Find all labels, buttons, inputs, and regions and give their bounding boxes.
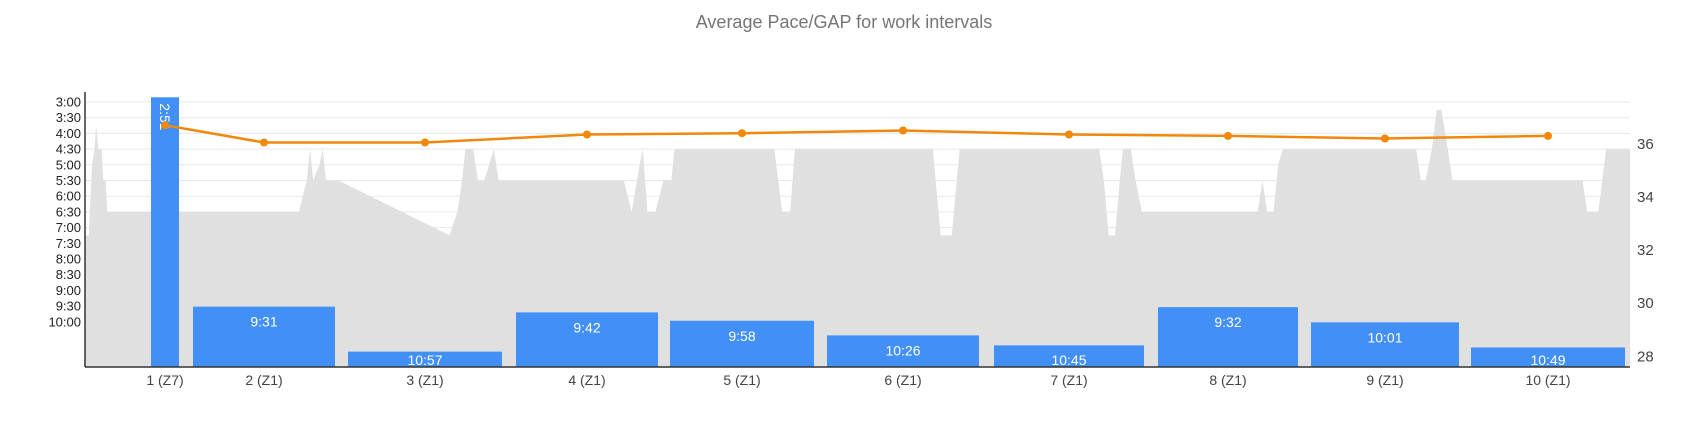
pace-bar: [348, 351, 502, 367]
pace-bar-label: 10:57: [407, 352, 442, 368]
y-right-tick-label: 30: [1637, 295, 1654, 312]
x-tick-label: 2 (Z1): [245, 372, 282, 388]
y-left-tick-label: 9:30: [56, 299, 81, 314]
x-tick-label: 4 (Z1): [568, 372, 605, 388]
x-tick-label: 10 (Z1): [1525, 372, 1570, 388]
y-left-tick-label: 4:30: [56, 142, 81, 157]
y-left-tick-label: 10:00: [48, 314, 81, 329]
y-left-tick-label: 9:00: [56, 283, 81, 298]
pace-bar-label: 10:26: [885, 342, 920, 358]
gap-point: [260, 138, 268, 147]
x-axis-ticks: 1 (Z7) 2 (Z1) 3 (Z1) 4 (Z1) 5 (Z1) 6 (Z1) 7 (Z…: [146, 372, 1570, 388]
gap-point: [583, 130, 591, 139]
pace-bar: [1471, 347, 1625, 367]
x-tick-label: 5 (Z1): [723, 372, 760, 388]
pace-bar-label: 9:31: [250, 314, 277, 330]
x-tick-label: 6 (Z1): [884, 372, 921, 388]
gap-point: [1224, 131, 1232, 140]
gap-point: [1065, 130, 1073, 139]
y-left-tick-label: 5:30: [56, 173, 81, 188]
pace-bar: [1158, 307, 1298, 367]
pace-bar: [193, 306, 335, 367]
y-left-tick-label: 6:00: [56, 189, 81, 204]
pace-bar-label: 10:49: [1530, 352, 1565, 368]
pace-bar-label: 9:42: [573, 319, 600, 335]
pace-bar: [1311, 322, 1459, 367]
y-left-tick-label: 7:00: [56, 220, 81, 235]
y-left-tick-label: 4:00: [56, 126, 81, 141]
pace-bar-label: 10:45: [1051, 352, 1086, 368]
pace-bar: [994, 345, 1144, 367]
y-left-tick-label: 3:30: [56, 110, 81, 125]
y-left-tick-label: 8:00: [56, 252, 81, 267]
gap-point: [738, 129, 746, 138]
gap-point: [161, 121, 169, 130]
gap-point: [1381, 134, 1389, 143]
y-left-tick-label: 8:30: [56, 267, 81, 282]
pace-bar-label: 10:01: [1367, 329, 1402, 345]
pace-bar-label: 9:32: [1214, 314, 1241, 330]
pace-bar: [670, 320, 814, 367]
y-axis-left-ticks: 3:003:304:004:305:005:306:006:307:007:30…: [48, 95, 81, 330]
y-left-tick-label: 6:30: [56, 204, 81, 219]
y-axis-right-ticks: 28 30 32 34 36: [1637, 136, 1654, 366]
x-tick-label: 3 (Z1): [406, 372, 443, 388]
pace-bar: [151, 97, 179, 367]
y-left-tick-label: 7:30: [56, 236, 81, 251]
gap-line: [164, 123, 1549, 144]
y-right-tick-label: 28: [1637, 348, 1654, 365]
chart-title: Average Pace/GAP for work intervals: [695, 12, 993, 32]
x-tick-label: 9 (Z1): [1366, 372, 1403, 388]
y-right-tick-label: 34: [1637, 189, 1654, 206]
pace-bar-label: 9:58: [728, 328, 755, 344]
pace-bars: [151, 97, 1625, 367]
pace-bar-labels: 2:51 9:31 10:57 9:42 9:58 10:26 10:45 9:32 10:01…: [157, 103, 1566, 368]
elevation-area: [85, 109, 1630, 368]
y-left-tick-label: 3:00: [56, 95, 81, 110]
gap-line-series: [161, 121, 1552, 147]
y-left-tick-label: 5:00: [56, 157, 81, 172]
pace-bar: [516, 312, 658, 367]
elevation-area-path: [85, 109, 1630, 368]
x-tick-label: 8 (Z1): [1209, 372, 1246, 388]
pace-bar-label: 2:51: [157, 103, 173, 130]
gap-point: [421, 138, 429, 147]
x-tick-label: 7 (Z1): [1050, 372, 1087, 388]
y-right-tick-label: 36: [1637, 136, 1654, 153]
gap-point: [899, 126, 907, 135]
y-right-tick-label: 32: [1637, 242, 1654, 259]
gap-point: [1544, 131, 1552, 140]
pace-bar: [827, 335, 979, 367]
x-tick-label: 1 (Z7): [146, 372, 183, 388]
axes: [84, 92, 1630, 368]
